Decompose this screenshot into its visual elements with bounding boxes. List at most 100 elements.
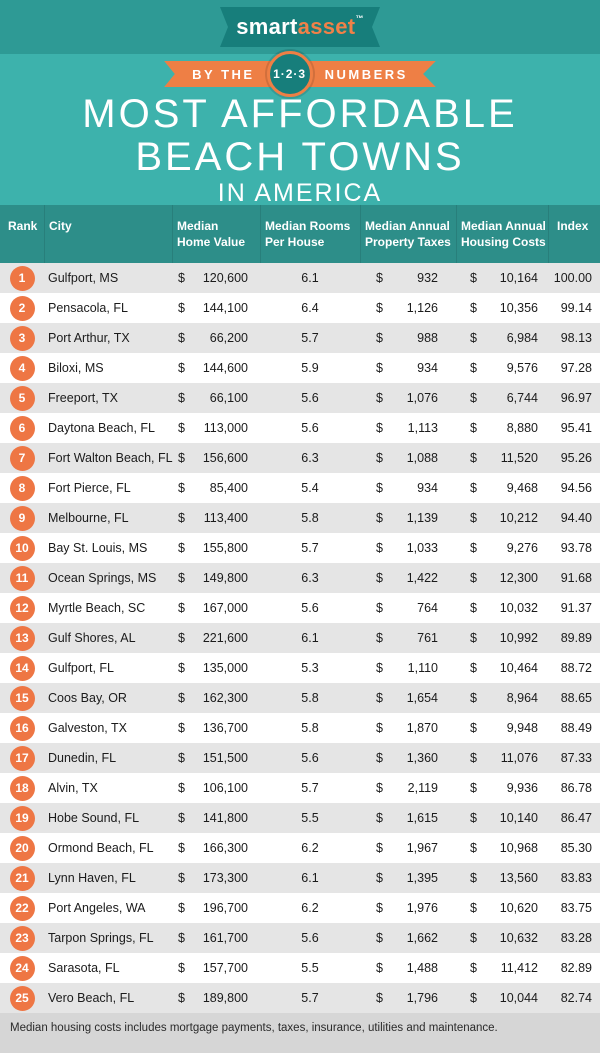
median-housing-costs: $10,356 (456, 301, 548, 315)
dollar-sign: $ (376, 511, 383, 525)
median-property-taxes: $1,033 (360, 541, 456, 555)
amount: 1,870 (406, 721, 438, 735)
median-property-taxes: $1,139 (360, 511, 456, 525)
index-value: 83.28 (560, 931, 592, 945)
median-home-value: $157,700 (172, 961, 260, 975)
index-value: 94.40 (560, 511, 592, 525)
amount: 1,976 (406, 901, 438, 915)
amount: 144,600 (202, 361, 248, 375)
dollar-sign: $ (178, 271, 185, 285)
median-property-taxes: $1,422 (360, 571, 456, 585)
median-housing-costs: $11,520 (456, 451, 548, 465)
median-housing-costs: $10,212 (456, 511, 548, 525)
index-value: 82.74 (560, 991, 592, 1005)
amount: 10,212 (499, 511, 538, 525)
dollar-sign: $ (470, 451, 477, 465)
table-row: 13 Gulf Shores, AL $221,600 6.1 $761 $10,992 8… (0, 623, 600, 653)
amount: 221,600 (202, 631, 248, 645)
dollar-sign: $ (178, 721, 185, 735)
city-name: Galveston, TX (48, 721, 127, 735)
footnote: Median housing costs includes mortgage p… (0, 1013, 600, 1053)
dollar-sign: $ (376, 631, 383, 645)
median-home-value: $66,100 (172, 391, 260, 405)
amount: 10,620 (499, 901, 538, 915)
median-property-taxes: $1,088 (360, 451, 456, 465)
table-row: 22 Port Angeles, WA $196,700 6.2 $1,976 $10,6… (0, 893, 600, 923)
rank-badge: 6 (9, 415, 35, 441)
index-value: 88.49 (560, 721, 592, 735)
median-property-taxes: $1,488 (360, 961, 456, 975)
index-value: 91.68 (560, 571, 592, 585)
dollar-sign: $ (470, 511, 477, 525)
dollar-sign: $ (376, 391, 383, 405)
median-property-taxes: $1,110 (360, 661, 456, 675)
dollar-sign: $ (470, 781, 477, 795)
rank-cell: 16 (0, 715, 44, 741)
city-name: Gulf Shores, AL (48, 631, 136, 645)
median-home-value: $106,100 (172, 781, 260, 795)
rank-cell: 6 (0, 415, 44, 441)
amount: 11,076 (500, 751, 538, 765)
rank-badge: 17 (9, 745, 35, 771)
rank-badge: 1 (9, 265, 35, 291)
median-rooms: 6.3 (301, 571, 319, 585)
rank-cell: 4 (0, 355, 44, 381)
rank-badge: 7 (9, 445, 35, 471)
median-rooms: 5.7 (301, 541, 319, 555)
column-header-rooms: Median Rooms Per House (260, 205, 360, 263)
amount: 8,964 (506, 691, 538, 705)
amount: 66,200 (209, 331, 248, 345)
rank-cell: 22 (0, 895, 44, 921)
amount: 1,662 (406, 931, 438, 945)
index-value: 85.30 (560, 841, 592, 855)
rank-cell: 14 (0, 655, 44, 681)
rank-badge: 14 (9, 655, 35, 681)
amount: 1,139 (406, 511, 438, 525)
amount: 144,100 (202, 301, 248, 315)
median-home-value: $221,600 (172, 631, 260, 645)
amount: 9,468 (506, 481, 538, 495)
amount: 13,560 (499, 871, 538, 885)
city-name: Gulfport, FL (48, 661, 114, 675)
rank-badge: 18 (9, 775, 35, 801)
rank-badge: 20 (9, 835, 35, 861)
amount: 6,744 (506, 391, 538, 405)
rank-cell: 24 (0, 955, 44, 981)
dollar-sign: $ (470, 841, 477, 855)
median-housing-costs: $6,744 (456, 391, 548, 405)
rank-badge: 3 (9, 325, 35, 351)
index-value: 100.00 (553, 271, 592, 285)
title-line-1: MOST AFFORDABLE (82, 92, 518, 136)
amount: 173,300 (202, 871, 248, 885)
rank-badge: 23 (9, 925, 35, 951)
median-property-taxes: $2,119 (360, 781, 456, 795)
table-row: 7 Fort Walton Beach, FL $156,600 6.3 $1,088 $… (0, 443, 600, 473)
amount: 1,615 (406, 811, 438, 825)
median-rooms: 5.5 (301, 811, 319, 825)
index-value: 97.28 (560, 361, 592, 375)
median-home-value: $161,700 (172, 931, 260, 945)
city-name: Coos Bay, OR (48, 691, 127, 705)
city-name: Port Angeles, WA (48, 901, 146, 915)
median-home-value: $151,500 (172, 751, 260, 765)
amount: 113,000 (203, 421, 248, 435)
amount: 764 (417, 601, 438, 615)
header-line: Median (177, 219, 219, 233)
amount: 934 (417, 361, 438, 375)
dollar-sign: $ (470, 901, 477, 915)
median-housing-costs: $12,300 (456, 571, 548, 585)
amount: 106,100 (202, 781, 248, 795)
index-value: 95.26 (560, 451, 592, 465)
index-value: 93.78 (560, 541, 592, 555)
amount: 1,033 (406, 541, 438, 555)
median-home-value: $173,300 (172, 871, 260, 885)
median-housing-costs: $11,412 (456, 961, 548, 975)
median-property-taxes: $1,976 (360, 901, 456, 915)
amount: 1,110 (407, 661, 438, 675)
city-name: Melbourne, FL (48, 511, 129, 525)
trademark-symbol: ™ (355, 14, 364, 23)
amount: 932 (417, 271, 438, 285)
city-name: Alvin, TX (48, 781, 98, 795)
median-housing-costs: $10,464 (456, 661, 548, 675)
title-line-3: IN AMERICA (217, 179, 383, 206)
